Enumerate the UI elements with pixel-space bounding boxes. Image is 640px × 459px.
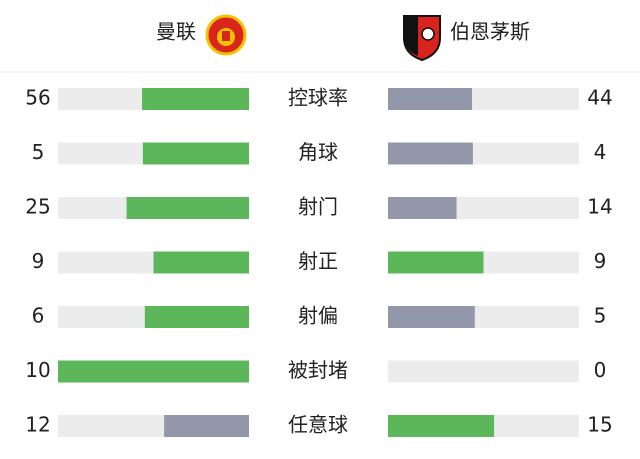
- home-value: 12: [25, 413, 50, 437]
- home-bar: [58, 360, 249, 383]
- away-value: 15: [587, 413, 612, 437]
- stat-label: 被封堵: [288, 358, 348, 382]
- away-value: 14: [587, 195, 612, 219]
- home-value: 56: [25, 86, 50, 110]
- home-value: 9: [32, 249, 45, 273]
- stat-label: 射正: [298, 249, 338, 273]
- stat-label: 射门: [298, 195, 338, 219]
- away-bar: [388, 251, 484, 274]
- away-bar: [388, 415, 495, 437]
- away-bar: [388, 142, 473, 165]
- away-bar: [388, 88, 473, 110]
- home-value: 10: [25, 358, 50, 382]
- home-bar: [142, 142, 249, 165]
- stat-label: 角球: [298, 140, 338, 164]
- home-bar: [144, 306, 249, 328]
- away-value: 9: [594, 249, 607, 273]
- away-bar: [388, 306, 475, 328]
- away-logo: [403, 15, 441, 62]
- away-value: 44: [587, 86, 612, 110]
- away-team-name: 伯恩茅斯: [450, 20, 530, 44]
- home-value: 25: [25, 195, 50, 219]
- away-value: 0: [594, 358, 607, 382]
- home-bar: [164, 415, 249, 437]
- away-value: 5: [594, 304, 607, 328]
- away-bar: [388, 197, 457, 219]
- away-track: [388, 360, 579, 383]
- home-bar: [153, 251, 249, 274]
- home-value: 5: [32, 140, 45, 164]
- home-value: 6: [32, 304, 45, 328]
- away-value: 4: [594, 140, 607, 164]
- home-bar: [126, 197, 249, 219]
- stat-label: 控球率: [288, 86, 348, 110]
- home-logo: [205, 14, 247, 56]
- home-bar: [142, 88, 249, 110]
- stat-label: 任意球: [288, 413, 348, 437]
- home-team-name: 曼联: [156, 20, 196, 44]
- stat-label: 射偏: [298, 304, 338, 328]
